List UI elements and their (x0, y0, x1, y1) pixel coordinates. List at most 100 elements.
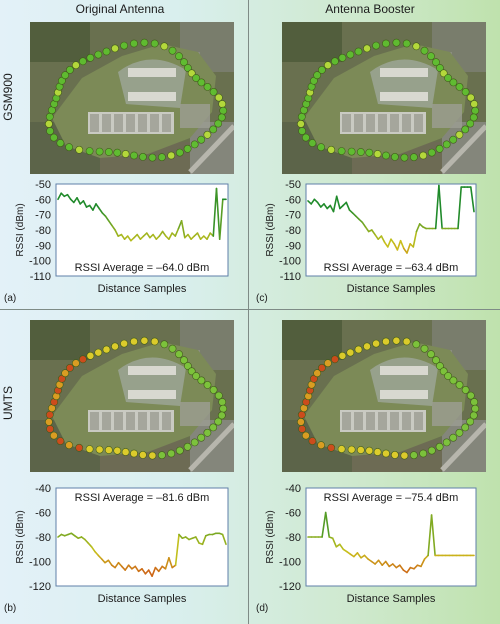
rssi-line-segment (321, 511, 327, 538)
average-label-background (317, 260, 465, 274)
rssi-line-segment (392, 563, 398, 569)
rssi-line-segment (374, 559, 380, 565)
rssi-line-segment (434, 184, 440, 230)
aerial-map-image (30, 22, 234, 174)
rssi-line-segment (387, 238, 392, 248)
column-divider (248, 0, 249, 624)
rssi-line-segment (196, 232, 202, 241)
rssi-line-segment (114, 229, 119, 237)
map-gsm900-original (30, 22, 234, 174)
average-label-background (317, 490, 465, 504)
rssi-line-segment (353, 552, 359, 558)
rssi-line-segment (187, 233, 192, 241)
row-title-gsm900: GSM900 (1, 73, 15, 121)
rssi-line-segment (84, 538, 89, 544)
aerial-map-image (282, 320, 486, 472)
rssi-line-segment (124, 564, 130, 571)
rssi-line-segment (195, 536, 200, 544)
aerial-map-image (282, 22, 486, 174)
panel-label-b: (b) (4, 603, 17, 614)
y-tick-label: -120 (279, 581, 301, 593)
rssi-line-segment (107, 219, 113, 227)
column-title-antenna-booster: Antenna Booster (325, 2, 415, 16)
map-umts-original (30, 320, 234, 472)
rssi-line-segment (374, 233, 379, 241)
rssi-line-segment (98, 207, 104, 214)
rssi-line-segment (361, 221, 367, 228)
rssi-chart-gsm900-original: -50 -60 -70 -80 -90 -100 -110 RSSI (dBm) Distanc… (15, 179, 229, 295)
rssi-line-segment (406, 566, 412, 574)
rssi-line-segment (146, 232, 151, 239)
y-tick-label: -70 (35, 210, 51, 222)
rssi-line-segment (221, 533, 227, 546)
y-tick-label: -80 (285, 532, 301, 544)
rssi-line-segment (316, 201, 322, 208)
rssi-line-segment (415, 223, 421, 233)
rssi-line-segment (164, 557, 170, 570)
rssi-line-segment (393, 243, 399, 251)
rssi-line-segment (364, 226, 370, 233)
y-tick-label: -60 (285, 194, 301, 206)
y-tick-label: -70 (285, 210, 301, 222)
rssi-line-segment (152, 233, 158, 241)
y-tick-label: -100 (29, 256, 51, 268)
y-tick-label: -90 (35, 240, 51, 252)
y-tick-label: -90 (285, 240, 301, 252)
aerial-map-image (30, 320, 234, 472)
rssi-line-segment (104, 215, 110, 222)
x-axis-label: Distance Samples (347, 593, 436, 605)
rssi-line-segment (380, 235, 386, 244)
y-axis-label: RSSI (dBm) (15, 510, 26, 563)
rssi-line-segment (396, 239, 402, 251)
y-tick-label: -110 (30, 271, 51, 283)
y-tick-label: -80 (35, 532, 51, 544)
y-tick-label: -100 (279, 557, 301, 569)
rssi-line-segment (335, 195, 341, 210)
y-tick-label: -50 (285, 179, 301, 191)
rssi-line-segment (82, 200, 88, 208)
row-divider (0, 309, 500, 310)
rssi-line-segment (76, 196, 81, 205)
rssi-line-segment (111, 224, 116, 231)
rssi-line-segment (363, 554, 369, 560)
plot-area (305, 487, 477, 587)
rssi-line-segment (117, 561, 123, 568)
rssi-line-segment (178, 533, 184, 540)
rssi-line-segment (427, 514, 433, 557)
rssi-line-segment (457, 186, 462, 230)
y-tick-label: -60 (35, 508, 51, 520)
x-axis-label: Distance Samples (98, 283, 187, 295)
rssi-line-segment (107, 559, 113, 566)
column-title-original-antenna: Original Antenna (75, 2, 165, 16)
rssi-line-segment (87, 542, 93, 548)
rssi-average-label: RSSI Average = –64.0 dBm (75, 262, 210, 274)
rssi-line-segment (412, 230, 418, 248)
rssi-line-segment (114, 561, 120, 569)
y-tick-label: -40 (35, 483, 51, 495)
rssi-line-segment (345, 201, 351, 211)
rssi-line-segment (121, 565, 126, 571)
rssi-line-segment (174, 533, 180, 566)
rssi-line-segment (423, 554, 429, 560)
rssi-line-segment (371, 229, 376, 236)
rssi-line-segment (120, 233, 126, 241)
y-tick-label: -60 (35, 194, 51, 206)
rssi-line-segment (66, 193, 72, 201)
rssi-line-segment (206, 232, 211, 241)
rssi-average-label: RSSI Average = –63.4 dBm (324, 262, 459, 274)
rssi-chart-umts-booster: -40 -60 -80 -100 -120 RSSI (dBm) Distance Samp… (265, 483, 477, 605)
rssi-line-segment (384, 560, 390, 568)
rssi-line-segment (97, 554, 103, 560)
rssi-line-segment (413, 564, 419, 570)
rssi-line-segment (218, 198, 224, 241)
rssi-line-segment (92, 203, 97, 211)
rssi-line-segment (399, 239, 405, 250)
rssi-line-segment (406, 243, 411, 254)
map-gsm900-booster (282, 22, 486, 174)
rssi-line-segment (141, 568, 147, 575)
rssi-line-segment (356, 552, 362, 559)
rssi-line-segment (134, 565, 140, 573)
rssi-line-segment (420, 558, 426, 568)
rssi-line-segment (212, 187, 218, 237)
